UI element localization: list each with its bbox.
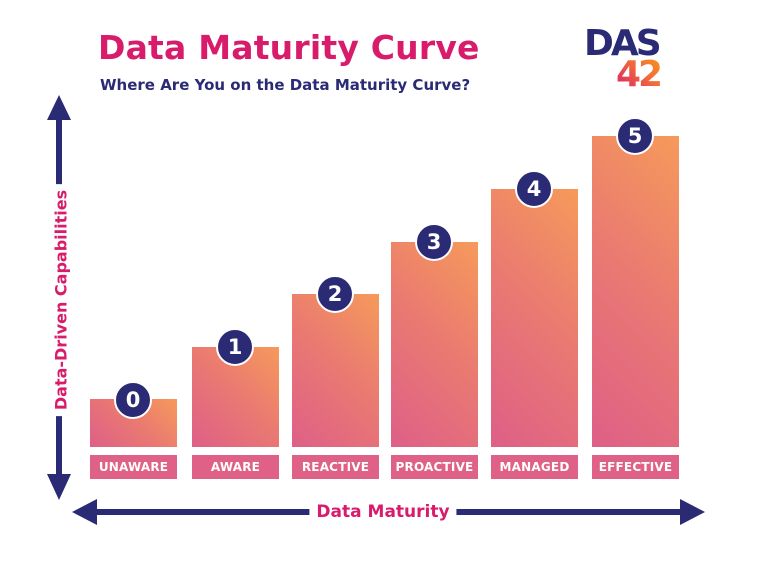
stage-badge-2: 2	[316, 275, 354, 313]
stage-badge-0: 0	[114, 381, 152, 419]
category-label-aware: AWARE	[192, 455, 279, 479]
chart-title: Data Maturity Curve	[98, 28, 480, 67]
logo-line-2: 42	[616, 54, 663, 95]
bar-reactive	[292, 294, 379, 447]
chart-subtitle: Where Are You on the Data Maturity Curve…	[100, 76, 471, 94]
bar-effective	[592, 136, 679, 447]
category-label-reactive: REACTIVE	[292, 455, 379, 479]
category-label-unaware: UNAWARE	[90, 455, 177, 479]
x-axis-label: Data Maturity	[309, 502, 457, 522]
stage-badge-3: 3	[415, 223, 453, 261]
stage-badge-5: 5	[616, 117, 654, 155]
category-label-effective: EFFECTIVE	[592, 455, 679, 479]
bar-proactive	[391, 242, 478, 447]
category-label-managed: MANAGED	[491, 455, 578, 479]
stage-badge-1: 1	[216, 328, 254, 366]
das42-logo: DAS 42	[584, 26, 684, 96]
logo-line-1: DAS	[584, 23, 662, 64]
category-label-proactive: PROACTIVE	[391, 455, 478, 479]
y-axis-label: Data-Driven Capabilities	[51, 183, 71, 417]
stage-badge-4: 4	[515, 170, 553, 208]
bar-managed	[491, 189, 578, 447]
